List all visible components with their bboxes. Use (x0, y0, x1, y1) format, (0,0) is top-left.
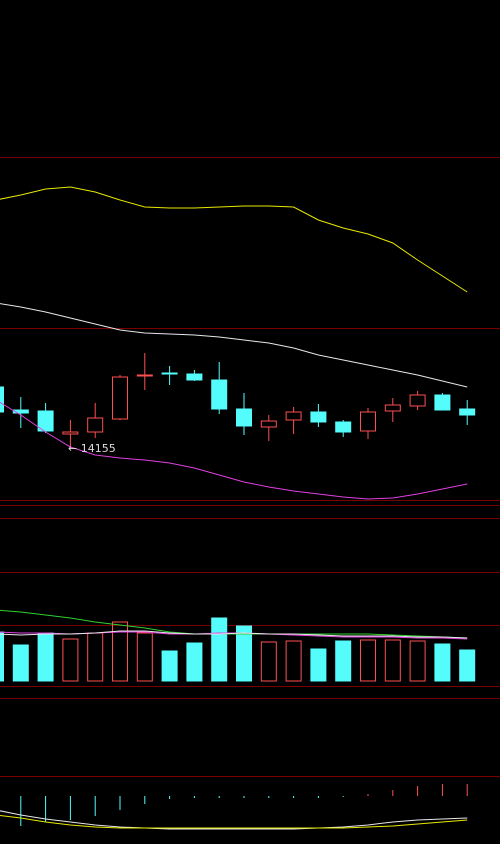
volume-bar (434, 643, 451, 682)
volume-bar (0, 631, 4, 682)
candle-body (161, 372, 178, 375)
volume-bar (161, 650, 178, 682)
volume-bar (260, 641, 277, 682)
candle-body (12, 409, 29, 414)
indicator-line (0, 401, 468, 500)
candle-body (136, 374, 153, 377)
candle-body (459, 408, 476, 416)
candle-body (360, 411, 376, 432)
candle-body (87, 417, 104, 433)
candle-body (0, 386, 4, 413)
volume-bar (37, 632, 54, 682)
candle-body (335, 421, 352, 433)
volume-bar (285, 640, 302, 682)
volume-bar (186, 642, 203, 682)
candle-body (211, 379, 228, 410)
volume-bar (211, 617, 228, 682)
volume-bar (409, 640, 426, 682)
candle-body (434, 394, 451, 411)
candle-body (409, 394, 426, 407)
candle-body (112, 376, 128, 420)
volume-bar (136, 632, 153, 682)
volume-bar (384, 639, 401, 682)
candle-body (384, 404, 401, 412)
volume-bar (335, 640, 352, 682)
volume-bar (12, 644, 29, 682)
volume-bar (360, 639, 376, 682)
indicator-line (0, 303, 468, 388)
volume-bar (310, 648, 327, 682)
candle-body (62, 431, 79, 435)
candle-body (186, 373, 203, 381)
volume-bar (112, 621, 128, 682)
indicator-line (0, 810, 468, 830)
indicator-line (0, 630, 468, 639)
annotation: ← 14155 (68, 442, 116, 455)
candle-body (310, 411, 327, 423)
candle-body (260, 420, 277, 428)
indicator-line (0, 186, 468, 293)
volume-bar (62, 638, 79, 682)
indicator-line (0, 814, 468, 829)
candle-body (285, 411, 302, 421)
volume-bar (236, 625, 252, 682)
candle-body (236, 408, 252, 427)
volume-bar (459, 649, 476, 682)
candle-body (37, 410, 54, 432)
